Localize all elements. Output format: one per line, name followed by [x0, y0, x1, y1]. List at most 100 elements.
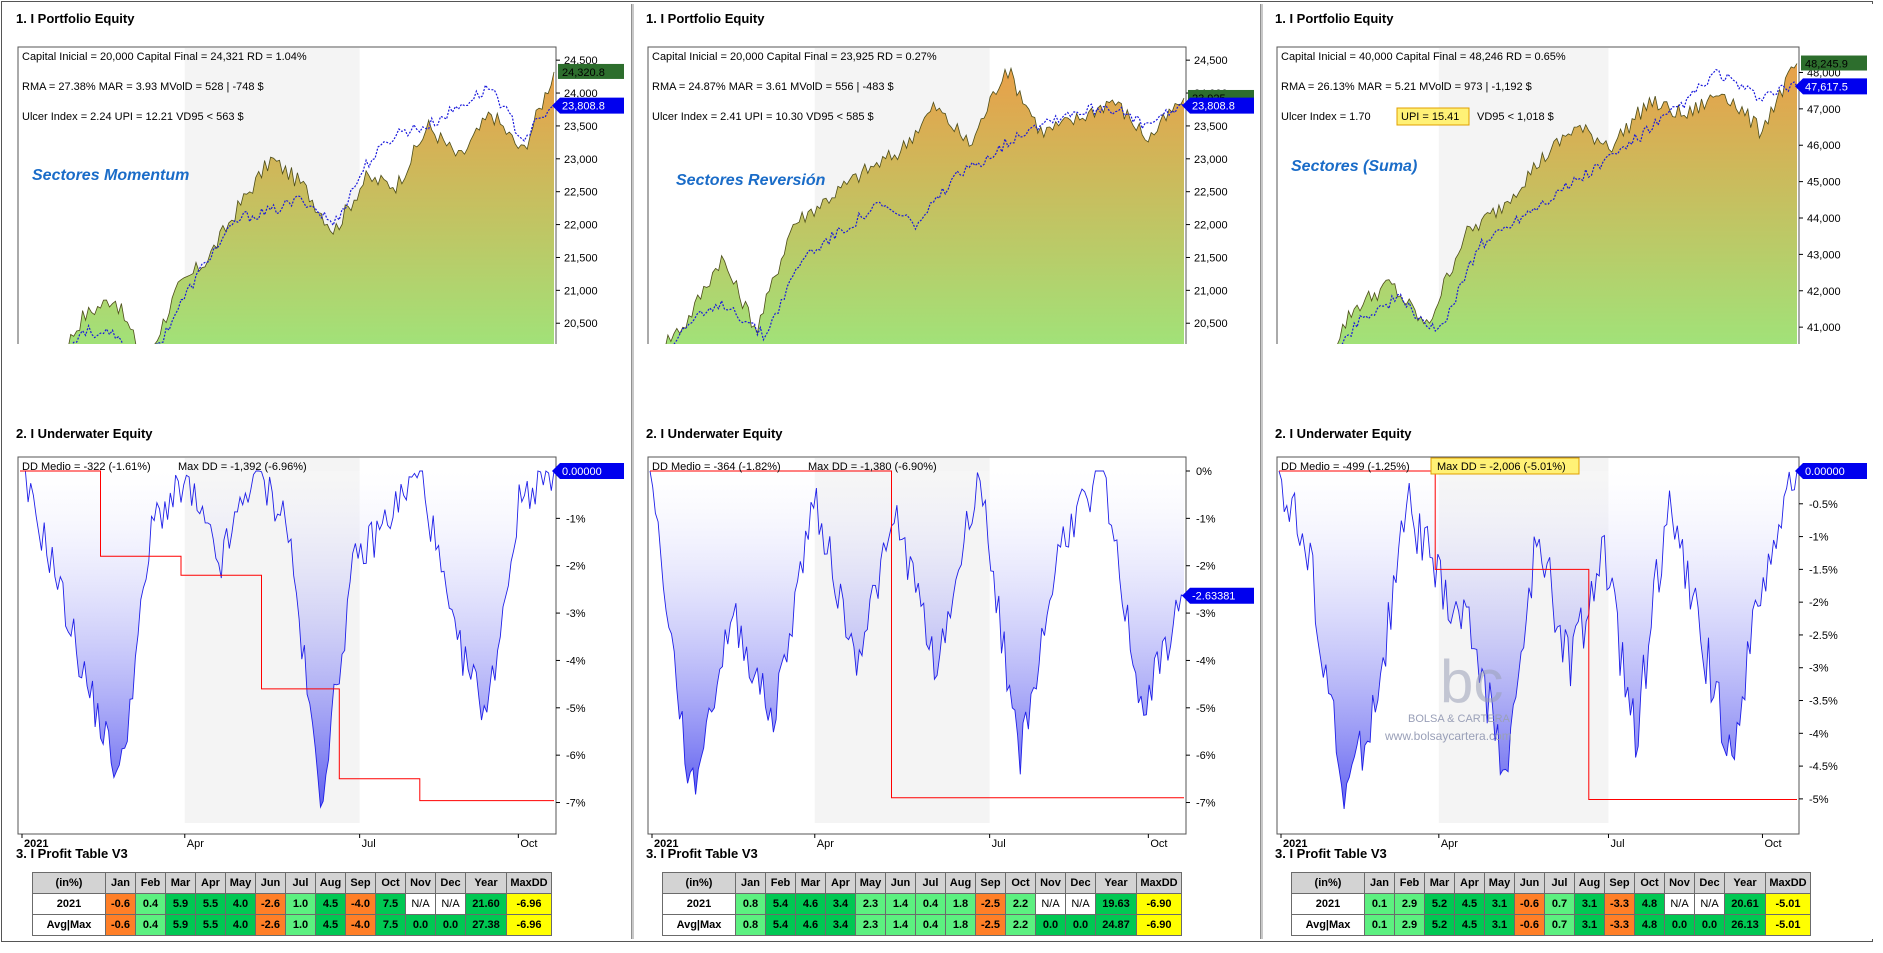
y-tick-label: -4%	[1809, 728, 1829, 740]
table-header-row: (in%) Jan Feb Mar Apr May Jun Jul Aug Sep Oct Nov De…	[662, 872, 1182, 894]
panel-suma: 1. I Portfolio Equity 48,000 47,000 46,000…	[1265, 4, 1883, 939]
y-tick-label: 24,500	[1194, 55, 1228, 67]
underwater-chart: 0% -1% -2% -3% -4% -5% -6% -7% 2021 Apr Jul Oct DD M…	[647, 456, 1254, 850]
table-cell: -2.5	[975, 893, 1006, 915]
table-cell: -3.3	[1604, 893, 1635, 915]
row-label: 2021	[662, 893, 736, 915]
equity-chart: 24,50024,00023,50023,00022,50022,00021,5…	[17, 46, 624, 344]
panel-divider	[631, 4, 634, 939]
y-tick-label: -2%	[1196, 561, 1216, 573]
y-tick-label: 44,000	[1807, 213, 1841, 225]
equity-area	[1337, 63, 1797, 344]
table-header-cell: Year	[465, 872, 507, 894]
stats-line-1: Capital Inicial = 20,000 Capital Final =…	[652, 51, 937, 63]
benchmark-price-label: 47,617.5	[1805, 81, 1848, 93]
table-cell: 0.0	[1694, 914, 1725, 936]
equity-line	[1337, 63, 1798, 344]
y-tick-label: 45,000	[1807, 177, 1841, 189]
table-header-cell: Year	[1724, 872, 1766, 894]
table-cell: 1.8	[945, 893, 976, 915]
table-cell: 3.1	[1574, 893, 1605, 915]
stats-line-1: Capital Inicial = 20,000 Capital Final =…	[22, 51, 307, 63]
row-label: Avg|Max	[1291, 914, 1365, 936]
table-header-row: (in%) Jan Feb Mar Apr May Jun Jul Aug Sep Oct Nov De…	[32, 872, 552, 894]
table-cell: 3.1	[1574, 914, 1605, 936]
table-header-cell: (in%)	[1291, 872, 1365, 894]
equity-section-title: 1. I Portfolio Equity	[646, 11, 765, 26]
table-header-cell: Apr	[825, 872, 856, 894]
x-tick-label: 2021	[1283, 838, 1307, 850]
table-cell: 5.5	[195, 893, 226, 915]
x-tick-label: Apr	[1441, 838, 1458, 850]
table-cell: -0.6	[1514, 893, 1545, 915]
table-header-cell: Oct	[1634, 872, 1665, 894]
equity-chart: 48,00047,00046,00045,00044,00043,00042,0…	[1276, 46, 1867, 344]
table-cell: -2.6	[255, 893, 286, 915]
benchmark-price-tag	[1795, 78, 1867, 95]
table-header-cell: Sep	[975, 872, 1006, 894]
x-tick-label: Oct	[520, 838, 537, 850]
table-header-cell: Mar	[1424, 872, 1455, 894]
table-header-cell: Sep	[345, 872, 376, 894]
y-tick-label: -3%	[1196, 608, 1216, 620]
row-label: Avg|Max	[662, 914, 736, 936]
table-cell: 2.2	[1005, 893, 1036, 915]
y-tick-label: -5%	[1196, 703, 1216, 715]
upi-value: UPI = 15.41	[1401, 111, 1459, 123]
table-header-cell: Mar	[165, 872, 196, 894]
y-tick-label: 20,500	[1194, 318, 1228, 330]
table-cell: 0.1	[1364, 914, 1395, 936]
logo-name: BOLSA & CARTERA	[1408, 713, 1511, 725]
equity-chart: 24,50024,00023,50023,00022,50022,00021,5…	[647, 46, 1254, 344]
y-tick-label: -1%	[1196, 513, 1216, 525]
table-cell: 1.4	[885, 893, 916, 915]
table-header-cell: Jun	[1514, 872, 1545, 894]
table-header-cell: Dec	[435, 872, 466, 894]
table-header-cell: Sep	[1604, 872, 1635, 894]
table-header-cell: Feb	[135, 872, 166, 894]
table-cell: 0.7	[1544, 914, 1575, 936]
y-tick-label: -2%	[566, 561, 586, 573]
table-cell: 26.13	[1724, 914, 1766, 936]
table-cell: 4.6	[795, 893, 826, 915]
table-cell: 4.8	[1634, 893, 1665, 915]
table-header-cell: Feb	[1394, 872, 1425, 894]
y-tick-label: -0.5%	[1809, 499, 1838, 511]
underwater-area	[1279, 471, 1797, 809]
underwater-section-title: 2. I Underwater Equity	[1275, 426, 1412, 441]
table-cell: 0.0	[1664, 914, 1695, 936]
x-tick-label: Jul	[992, 838, 1006, 850]
stats-line-2: RMA = 24.87% MAR = 3.61 MVolD = 556 | -4…	[652, 81, 894, 93]
current-drawdown-label: 0.00000	[1805, 466, 1845, 478]
table-cell: 2.3	[855, 893, 886, 915]
table-header-cell: Oct	[1005, 872, 1036, 894]
underwater-chart: -1% -2% -3% -4% -5% -6% -7% 2021 Apr Jul Oct DD Med…	[17, 456, 624, 850]
table-cell: 7.5	[375, 893, 406, 915]
table-cell: 5.9	[165, 914, 196, 936]
y-tick-label: 22,000	[564, 220, 598, 232]
underwater-line	[649, 470, 1185, 795]
table-row: Avg|Max 0.8 5.4 4.6 3.4 2.3 1.4 0.4 1.8 -2.5 2.2 0.…	[662, 914, 1182, 936]
table-cell: N/A	[1694, 893, 1725, 915]
stats-line-3: Ulcer Index = 2.41 UPI = 10.30 VD95 < 58…	[652, 111, 874, 123]
table-cell: 0.8	[735, 914, 766, 936]
strategy-label: Sectores Reversión	[676, 172, 826, 189]
y-tick-label: -3%	[566, 608, 586, 620]
y-tick-label: 22,500	[1194, 187, 1228, 199]
table-cell: 0.7	[1544, 893, 1575, 915]
y-tick-label: -6%	[566, 750, 586, 762]
table-cell: 0.4	[135, 914, 166, 936]
max-drawdown-line	[650, 470, 1184, 799]
table-header-cell: Apr	[195, 872, 226, 894]
y-tick-label: -4.5%	[1809, 761, 1838, 773]
table-cell: -3.3	[1604, 914, 1635, 936]
table-header-cell: Apr	[1454, 872, 1485, 894]
table-cell: 4.5	[1454, 893, 1485, 915]
max-dd-label: Max DD = -2,006 (-5.01%)	[1437, 461, 1566, 473]
table-header-cell: Jun	[885, 872, 916, 894]
max-dd-label: Max DD = -1,380 (-6.90%)	[808, 461, 937, 473]
panel-reversion: 1. I Portfolio Equity 24,50024,00023,500…	[636, 4, 1258, 939]
table-row: 2021 -0.6 0.4 5.9 5.5 4.0 -2.6 1.0 4.5 -4.0 7.5 N/A…	[32, 893, 552, 915]
x-tick-label: Oct	[1150, 838, 1167, 850]
underwater-chart: -0.5% -1% -1.5% -2% -2.5% -3% -3.5% -4% -4.5% -5%…	[1276, 456, 1867, 850]
